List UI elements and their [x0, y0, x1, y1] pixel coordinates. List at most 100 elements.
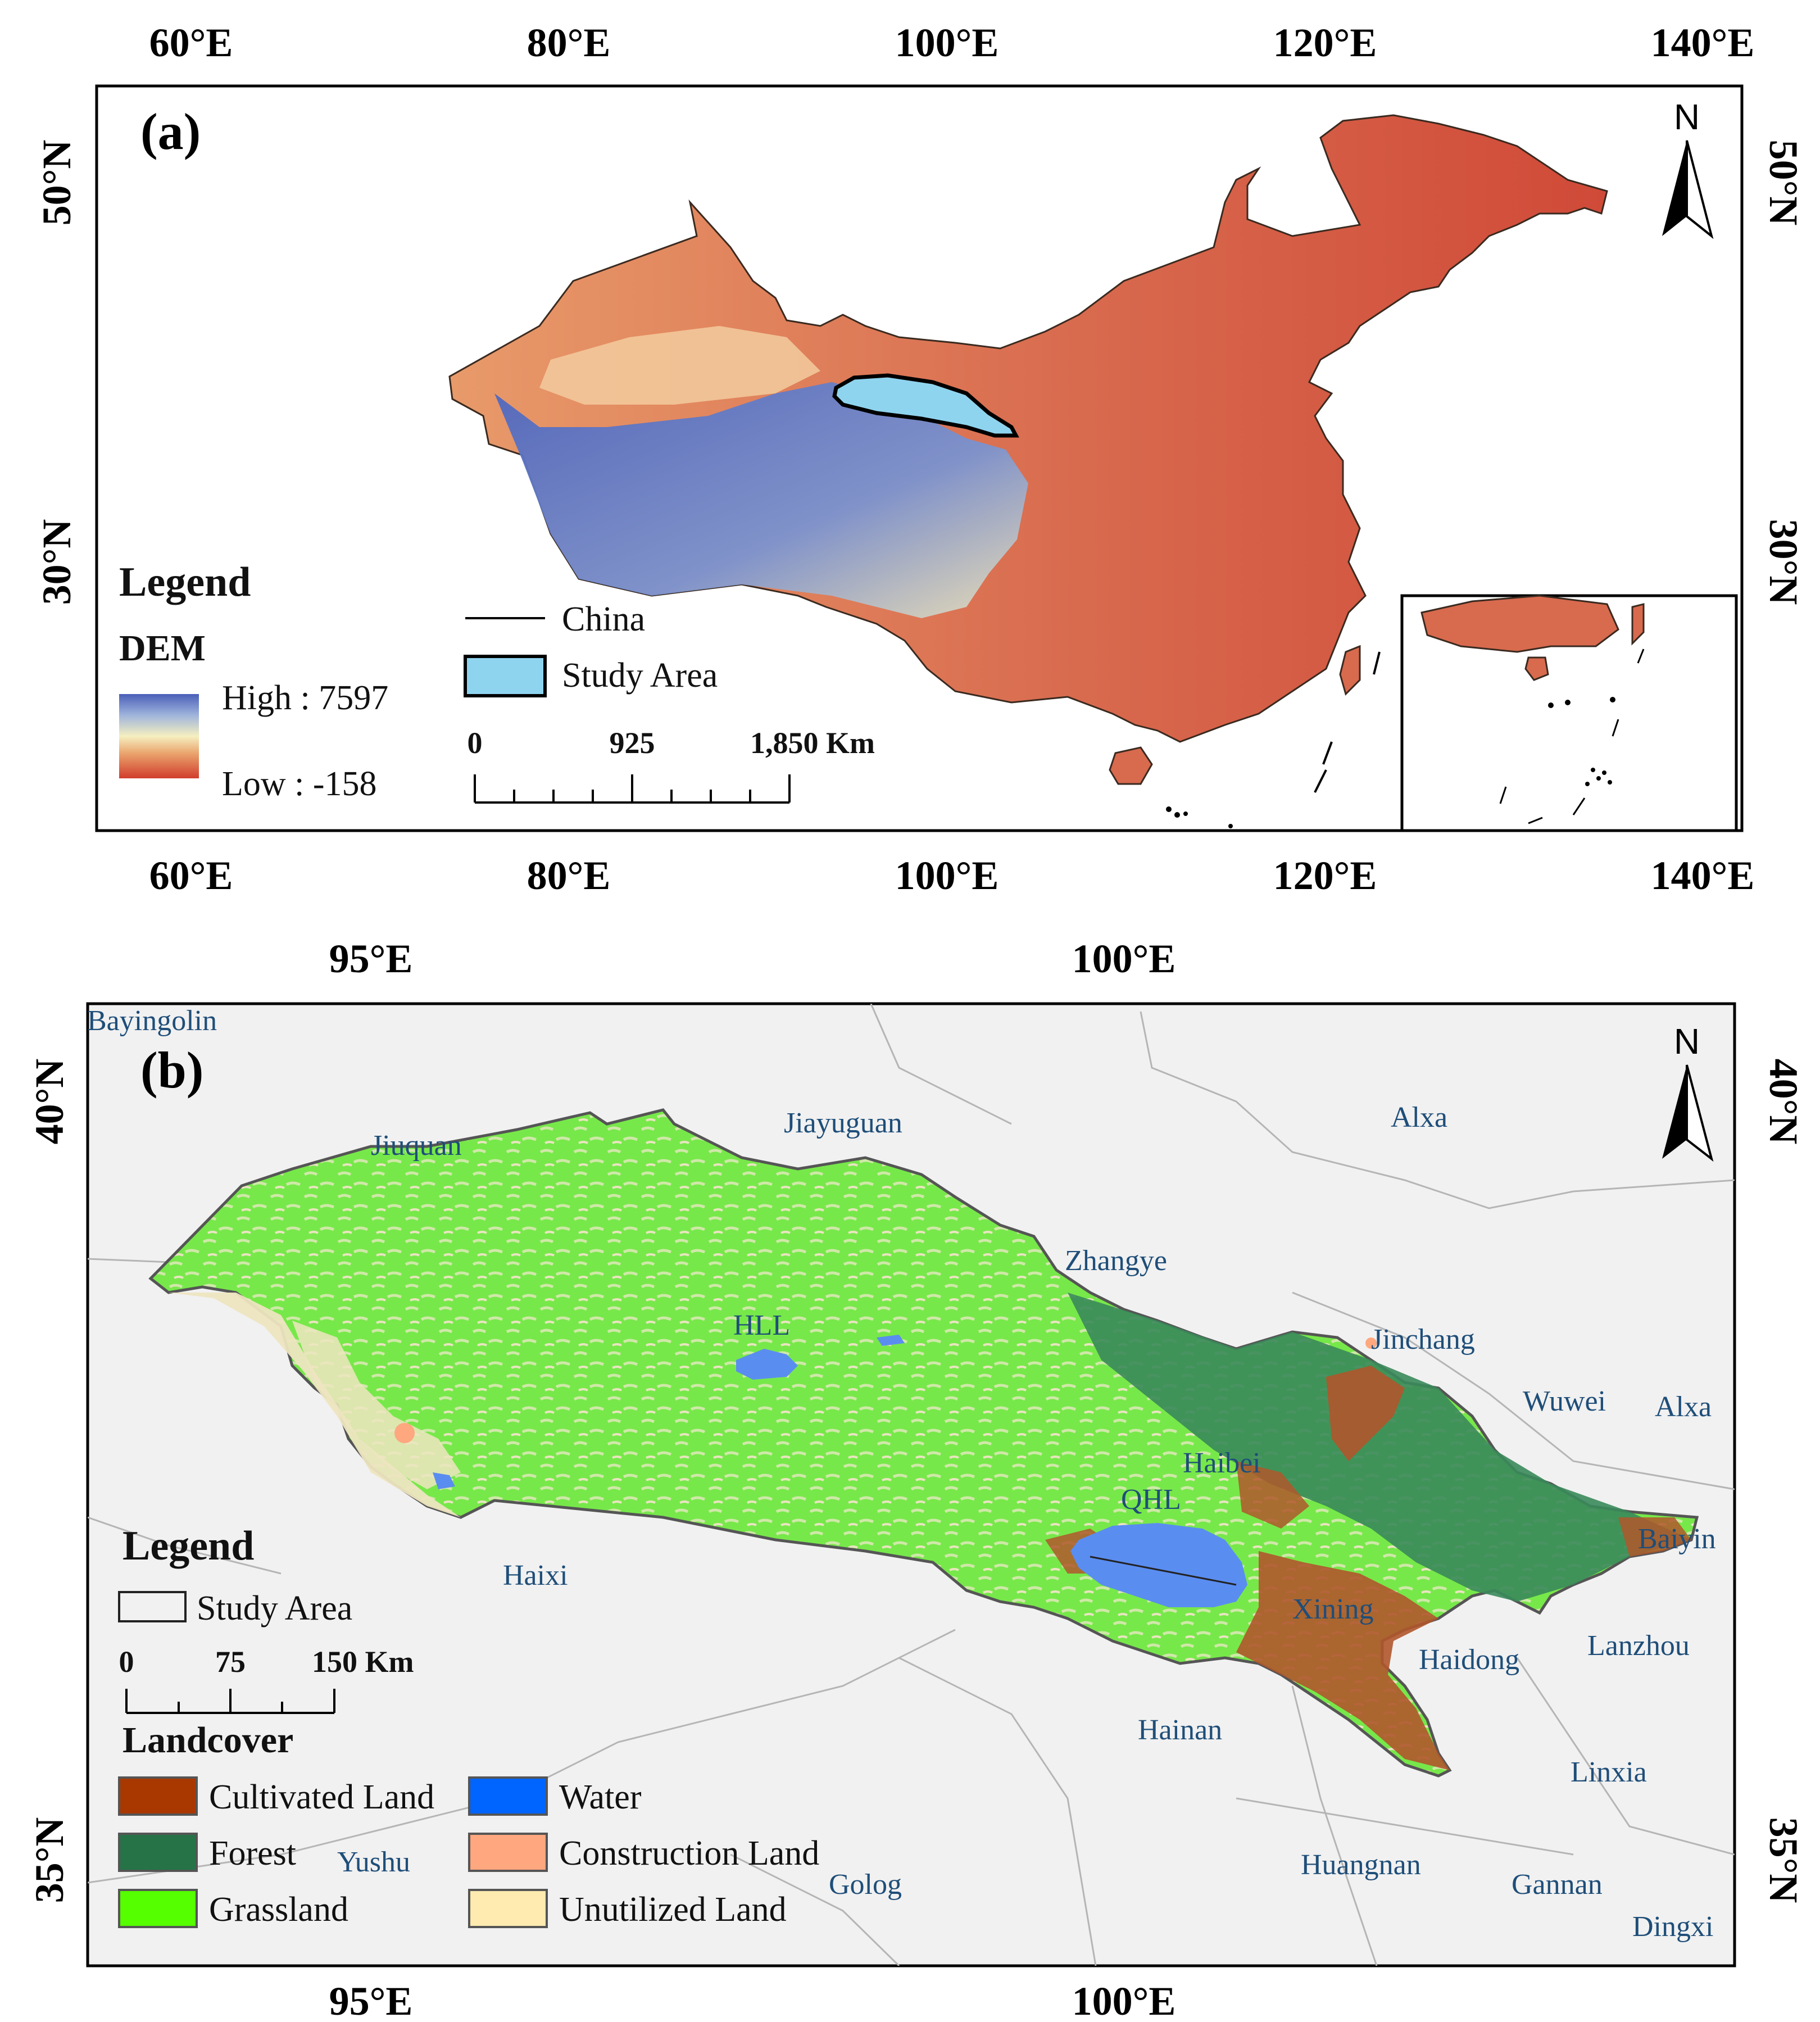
swatch-unutilized-land — [468, 1889, 548, 1928]
place-lanzhou: Lanzhou — [1587, 1630, 1690, 1662]
label-cultivated-land: Cultivated Land — [209, 1778, 434, 1816]
a-lon-top-120: 120°E — [1273, 20, 1377, 65]
a-lon-bottom-60: 60°E — [149, 853, 233, 898]
landcover-title: Landcover — [122, 1720, 293, 1761]
dem-low-label: Low : -158 — [222, 765, 377, 803]
swatch-construction-land — [468, 1833, 548, 1872]
place-jiuquan: Jiuquan — [371, 1130, 462, 1162]
cultivated-east — [1326, 1366, 1405, 1461]
place-huangnan: Huangnan — [1301, 1849, 1421, 1881]
svg-text:N: N — [1674, 97, 1700, 137]
svg-text:0: 0 — [468, 726, 483, 760]
place-jinchang: Jinchang — [1371, 1323, 1475, 1355]
swatch-cultivated-land — [118, 1776, 198, 1816]
construction-patch — [394, 1423, 415, 1443]
svg-text:75: 75 — [215, 1645, 246, 1679]
label-water: Water — [559, 1778, 642, 1816]
a-lon-bottom-120: 120°E — [1273, 853, 1377, 898]
scale-bar-a: 0 925 1,850 Km — [468, 726, 875, 804]
b-lon-top-100: 100°E — [1072, 936, 1176, 981]
place-xining: Xining — [1292, 1593, 1373, 1625]
b-lon-bottom-95: 95°E — [329, 1979, 413, 2022]
swatch-grassland — [118, 1889, 198, 1928]
swatch-water — [468, 1776, 548, 1816]
place-bayingolin: Bayingolin — [87, 1005, 217, 1037]
cultivated-haibei — [1236, 1461, 1309, 1529]
forest-east — [1068, 1293, 1691, 1602]
place-haibei: Haibei — [1183, 1447, 1261, 1479]
place-hll: HLL — [733, 1309, 790, 1341]
b-legend-title: Legend — [122, 1523, 254, 1569]
study-area-label-b: Study Area — [197, 1589, 352, 1627]
study-area-label-a: Study Area — [562, 656, 718, 695]
a-lat-right-30: 30°N — [1761, 519, 1806, 605]
svg-text:1,850 Km: 1,850 Km — [750, 726, 875, 760]
a-legend-title: Legend — [119, 559, 251, 605]
hainan-island — [1109, 746, 1153, 785]
a-lon-bottom-100: 100°E — [895, 853, 999, 898]
place-wuwei: Wuwei — [1523, 1385, 1606, 1417]
qhl-boundary-line — [1090, 1556, 1237, 1586]
place-alxa-north: Alxa — [1391, 1101, 1447, 1134]
panel-a: 60°E 80°E 100°E 120°E 140°E 60°E 80°E 10… — [34, 20, 1806, 898]
study-area-symbol-b — [118, 1591, 187, 1622]
a-lat-left-50: 50°N — [34, 140, 79, 226]
b-lon-top-95: 95°E — [329, 936, 413, 981]
b-lon-bottom-100: 100°E — [1072, 1979, 1176, 2022]
panel-a-label: (a) — [140, 103, 201, 160]
b-lat-right-40: 40°N — [1761, 1059, 1806, 1145]
svg-text:925: 925 — [610, 726, 655, 760]
place-zhangye: Zhangye — [1065, 1245, 1167, 1277]
svg-text:0: 0 — [119, 1645, 134, 1679]
place-dingxi: Dingxi — [1632, 1911, 1713, 1943]
place-qhl: QHL — [1121, 1484, 1181, 1516]
taiwan-island — [1339, 645, 1361, 696]
cultivated-south — [1236, 1551, 1450, 1770]
north-arrow-icon-b: N — [1662, 1021, 1714, 1162]
dem-legend: Legend DEM High : 7597 Low : -158 China … — [119, 559, 718, 803]
china-dem-map — [448, 114, 1608, 743]
dem-color-ramp — [119, 694, 199, 778]
a-lat-left-30: 30°N — [34, 519, 79, 605]
construction-patch — [1365, 1338, 1377, 1349]
tarim-basin — [539, 326, 820, 405]
landcover-legend: Legend Study Area 0 75 150 Km Landcover … — [118, 1523, 819, 1929]
unutilized-land-patch — [292, 1321, 461, 1489]
nine-dash-line — [1314, 651, 1381, 793]
place-gannan: Gannan — [1512, 1869, 1603, 1901]
dem-title: DEM — [119, 628, 206, 669]
south-sea-islands — [1166, 806, 1233, 828]
small-lake-west — [433, 1472, 455, 1489]
a-lon-bottom-140: 140°E — [1651, 853, 1755, 898]
b-lat-left-40: 40°N — [27, 1059, 72, 1145]
study-area-a — [832, 373, 1019, 438]
label-construction-land: Construction Land — [559, 1834, 819, 1873]
b-lat-left-35: 35°N — [27, 1817, 72, 1903]
place-yushu: Yushu — [337, 1846, 410, 1878]
china-label: China — [562, 600, 645, 638]
tibet-plateau — [494, 382, 1028, 618]
scale-bar-b: 0 75 150 Km — [119, 1645, 414, 1714]
dem-high-label: High : 7597 — [222, 679, 388, 717]
a-lon-top-80: 80°E — [527, 20, 611, 65]
place-golog: Golog — [829, 1869, 902, 1901]
north-arrow-icon-a: N — [1662, 97, 1714, 239]
label-forest: Forest — [209, 1834, 296, 1873]
a-lon-top-60: 60°E — [149, 20, 233, 65]
place-haixi: Haixi — [503, 1559, 568, 1592]
a-lon-bottom-80: 80°E — [527, 853, 611, 898]
south-china-sea-inset — [1400, 594, 1738, 832]
place-linxia: Linxia — [1571, 1756, 1647, 1788]
study-area-symbol-a — [464, 655, 547, 697]
place-haidong: Haidong — [1419, 1644, 1519, 1676]
b-lat-right-35: 35°N — [1761, 1817, 1806, 1903]
svg-text:150 Km: 150 Km — [312, 1645, 414, 1679]
cultivated-baiyin — [1618, 1517, 1691, 1557]
place-baiyin: Baiyin — [1638, 1523, 1716, 1555]
place-jiayuguan: Jiayuguan — [784, 1107, 902, 1139]
place-alxa-east: Alxa — [1655, 1391, 1712, 1423]
place-hainan: Hainan — [1138, 1714, 1222, 1746]
hll-lake — [736, 1349, 798, 1380]
a-lat-right-50: 50°N — [1761, 140, 1806, 226]
